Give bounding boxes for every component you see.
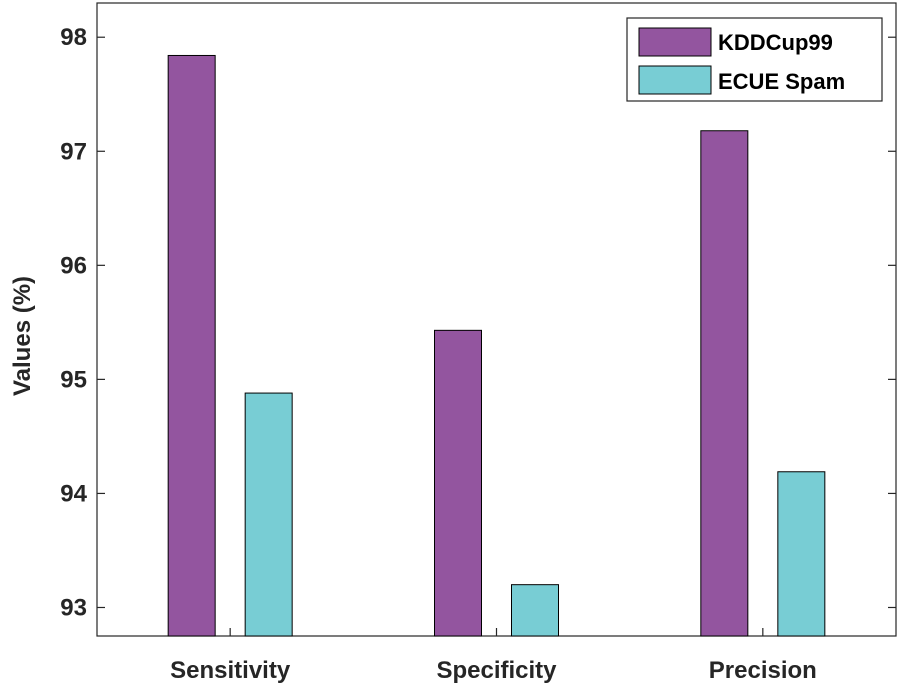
legend: KDDCup99 ECUE Spam [626, 17, 883, 102]
y-tick-label: 97 [60, 138, 87, 165]
bar-ecue-spam-precision [777, 471, 826, 637]
y-tick-label: 96 [60, 252, 87, 279]
legend-swatch-ecue-spam [638, 65, 712, 95]
y-axis: 93 94 95 96 97 98 [60, 24, 896, 621]
y-tick-label: 95 [60, 366, 87, 393]
y-tick-label: 98 [60, 24, 87, 51]
y-tick-label: 94 [60, 480, 87, 507]
bar-ecue-spam-specificity [511, 584, 559, 637]
x-tick-label: Sensitivity [170, 657, 291, 684]
x-tick-label: Specificity [436, 657, 557, 684]
y-tick-label: 93 [60, 594, 87, 621]
legend-swatch-kddcup99 [638, 27, 712, 57]
x-tick-label: Precision [709, 657, 817, 684]
legend-label-kddcup99: KDDCup99 [718, 30, 833, 55]
legend-label-ecue-spam: ECUE Spam [718, 69, 845, 94]
bar-kddcup99-specificity [434, 329, 482, 637]
y-axis-title: Values (%) [9, 276, 36, 396]
bars [167, 54, 826, 637]
x-axis: Sensitivity Specificity Precision [170, 628, 817, 684]
bar-ecue-spam-sensitivity [244, 392, 293, 637]
bar-kddcup99-sensitivity [167, 54, 216, 637]
bar-kddcup99-precision [700, 130, 749, 637]
